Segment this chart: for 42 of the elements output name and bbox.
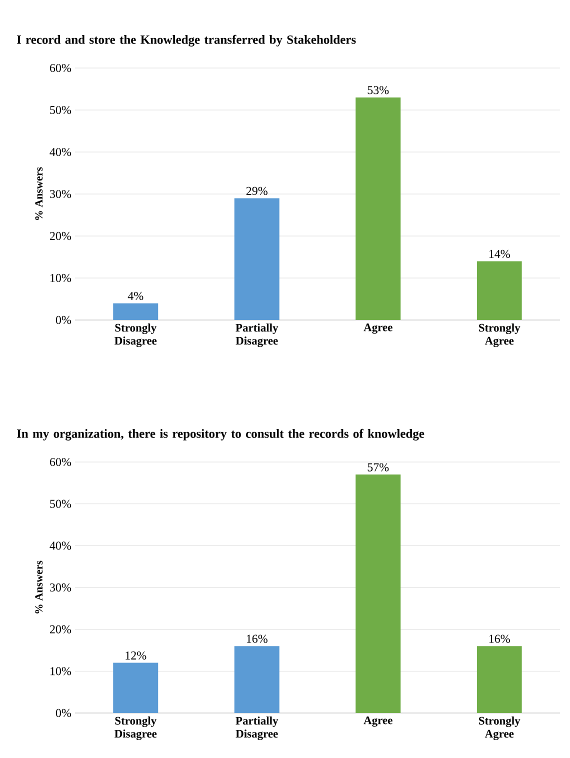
data-label: 14% (489, 250, 510, 258)
bar (113, 662, 158, 713)
y-tick-label: 40% (50, 542, 72, 550)
x-tick-label: Partially Disagree (236, 324, 278, 348)
y-tick-label: 0% (56, 708, 72, 718)
y-tick-label: 10% (50, 667, 72, 676)
data-label: 16% (246, 634, 268, 643)
y-tick-label: 30% (50, 583, 72, 592)
y-tick-label: 30% (50, 190, 72, 198)
bar (113, 303, 158, 320)
y-tick-label: 50% (50, 500, 72, 508)
data-label: 16% (489, 634, 510, 643)
x-tick-label: Partially Disagree (236, 716, 278, 740)
bar (356, 97, 401, 320)
x-tick-label: Strongly Agree (478, 716, 520, 740)
y-tick-label: 10% (50, 274, 72, 282)
data-label: 29% (246, 186, 268, 196)
y-tick-label: 20% (50, 232, 72, 240)
chart-title: I record and store the Knowledge transferred by Stakeholders (16, 34, 356, 46)
y-tick-label: 40% (50, 148, 72, 156)
data-label: 12% (126, 651, 146, 660)
y-tick-label: 60% (50, 64, 72, 72)
data-label: 4% (128, 292, 144, 300)
y-tick-label: 0% (56, 316, 72, 324)
bar (356, 474, 401, 713)
y-axis-title: % Answers (35, 167, 43, 220)
data-label: 57% (368, 463, 389, 472)
x-tick-label: Agree (364, 324, 392, 334)
bar (476, 646, 522, 713)
y-tick-label: 50% (50, 106, 72, 114)
x-tick-label: Agree (364, 716, 392, 727)
x-tick-label: Strongly Disagree (114, 324, 157, 348)
x-tick-label: Strongly Disagree (114, 716, 157, 740)
bar (476, 261, 522, 320)
y-tick-label: 60% (50, 458, 72, 466)
data-label: 53% (368, 86, 389, 94)
bar (234, 646, 280, 713)
y-axis-title: % Answers (35, 560, 43, 614)
y-tick-label: 20% (50, 625, 72, 634)
bar (234, 198, 280, 320)
chart-title: In my organization, there is repository to consult the records of knowledge (16, 428, 424, 440)
x-tick-label: Strongly Agree (478, 324, 520, 348)
